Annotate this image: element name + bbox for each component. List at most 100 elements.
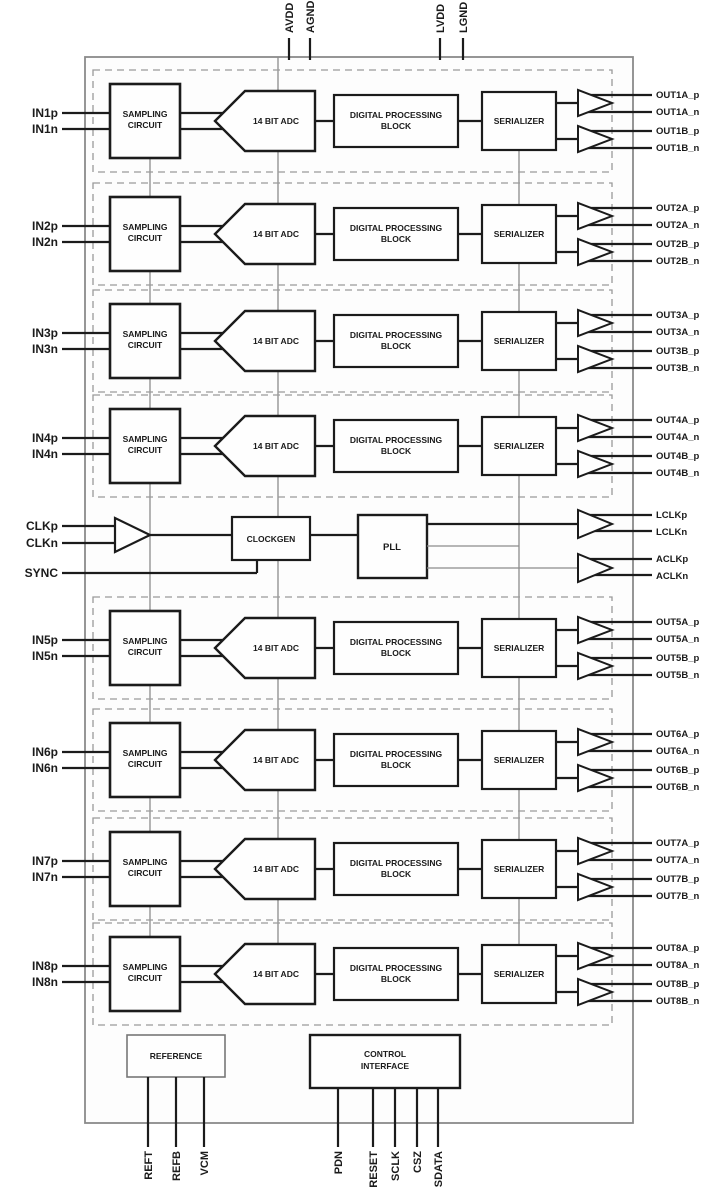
channel-boundary-dashed xyxy=(92,596,613,700)
output-buffer-b-icon xyxy=(577,977,615,1007)
digital-processing-label-line2: BLOCK xyxy=(381,760,412,770)
output-b-n-pin-label: OUT5B_n xyxy=(656,670,699,681)
serializer-block xyxy=(480,617,558,679)
sampling-circuit-label-line1: SAMPLING xyxy=(123,636,168,646)
digital-processing-block xyxy=(332,206,460,262)
clockgen-label: CLOCKGEN xyxy=(247,534,296,544)
adc-label: 14 BIT ADC xyxy=(253,755,299,765)
output-a-p-pin-label: OUT1A_p xyxy=(656,90,699,101)
adc-block xyxy=(213,837,317,901)
output-b-n-pin-label: OUT2B_n xyxy=(656,256,699,267)
adc-block xyxy=(213,309,317,373)
serializer-block xyxy=(480,415,558,477)
adc-block xyxy=(213,616,317,680)
sclk-pin-label: SCLK xyxy=(390,1151,402,1181)
control-interface-label-line1: CONTROL xyxy=(364,1049,406,1059)
channel-row-5: IN5p IN5n OUT5A_p OUT5A_n OUT5B_p OUT5B_n SAMP… xyxy=(32,596,699,700)
bottom-section: REFERENCE REFT REFB VCM CONTROL INTERFAC… xyxy=(126,1033,462,1188)
channel-row-3: IN3p IN3n OUT3A_p OUT3A_n OUT3B_p OUT3B_n SAMP… xyxy=(32,289,699,393)
adc-block xyxy=(213,728,317,792)
sampling-circuit-box xyxy=(108,82,182,160)
serializer-block xyxy=(480,203,558,265)
refb-pin-label: REFB xyxy=(171,1151,183,1181)
digital-processing-block xyxy=(332,93,460,149)
digital-processing-label-line1: DIGITAL PROCESSING xyxy=(350,858,443,868)
output-buffer-b-icon xyxy=(577,124,615,154)
output-buffer-b-icon xyxy=(577,344,615,374)
clock-input-buffer-icon xyxy=(113,516,153,554)
serializer-label: SERIALIZER xyxy=(494,336,545,346)
clockgen-box xyxy=(230,515,312,562)
output-b-p-pin-label: OUT2B_p xyxy=(656,239,699,250)
output-a-p-pin-label: OUT3A_p xyxy=(656,310,699,321)
control-interface-label-line2: INTERFACE xyxy=(361,1061,410,1071)
output-b-p-pin-label: OUT8B_p xyxy=(656,979,699,990)
channel-boundary-dashed xyxy=(92,182,613,286)
output-b-p-pin-label: OUT3B_p xyxy=(656,346,699,357)
adc-label: 14 BIT ADC xyxy=(253,441,299,451)
clkp-pin-label: CLKp xyxy=(26,519,58,533)
output-a-n-pin-label: OUT1A_n xyxy=(656,107,699,118)
agnd-pin-label: AGND xyxy=(305,1,317,33)
output-buffer-b-icon xyxy=(577,449,615,479)
input-p-pin-label: IN6p xyxy=(32,745,58,759)
sdata-pin-label: SDATA xyxy=(433,1151,445,1187)
output-b-n-pin-label: OUT7B_n xyxy=(656,891,699,902)
sampling-circuit-label-line2: CIRCUIT xyxy=(128,340,163,350)
adc-label: 14 BIT ADC xyxy=(253,336,299,346)
digital-processing-label-line1: DIGITAL PROCESSING xyxy=(350,637,443,647)
output-buffer-a-icon xyxy=(577,615,615,645)
channel-row-2: IN2p IN2n OUT2A_p OUT2A_n OUT2B_p OUT2B_n SAMP… xyxy=(32,182,699,286)
lclkn-pin-label: LCLKn xyxy=(656,527,687,538)
input-n-pin-label: IN1n xyxy=(32,122,58,136)
digital-processing-label-line2: BLOCK xyxy=(381,974,412,984)
vcm-pin-label: VCM xyxy=(199,1151,211,1175)
output-buffer-a-icon xyxy=(577,88,615,118)
adc-label: 14 BIT ADC xyxy=(253,116,299,126)
serializer-label: SERIALIZER xyxy=(494,864,545,874)
output-buffer-b-icon xyxy=(577,651,615,681)
lclkp-pin-label: LCLKp xyxy=(656,510,687,521)
sampling-circuit-label-line1: SAMPLING xyxy=(123,434,168,444)
control-interface-box xyxy=(308,1033,462,1090)
output-buffer-a-icon xyxy=(577,836,615,866)
input-p-pin-label: IN3p xyxy=(32,326,58,340)
output-buffer-a-icon xyxy=(577,201,615,231)
output-a-n-pin-label: OUT7A_n xyxy=(656,855,699,866)
channel-row-6: IN6p IN6n OUT6A_p OUT6A_n OUT6B_p OUT6B_n SAMP… xyxy=(32,708,699,812)
adc-label: 14 BIT ADC xyxy=(253,643,299,653)
sampling-circuit-label-line1: SAMPLING xyxy=(123,109,168,119)
sampling-circuit-label-line2: CIRCUIT xyxy=(128,973,163,983)
input-p-pin-label: IN2p xyxy=(32,219,58,233)
sampling-circuit-label-line1: SAMPLING xyxy=(123,222,168,232)
top-pins: AVDD AGND LVDD LGND xyxy=(284,1,470,60)
adc-label: 14 BIT ADC xyxy=(253,229,299,239)
output-a-p-pin-label: OUT8A_p xyxy=(656,943,699,954)
input-p-pin-label: IN7p xyxy=(32,854,58,868)
input-p-pin-label: IN4p xyxy=(32,431,58,445)
input-p-pin-label: IN8p xyxy=(32,959,58,973)
output-a-n-pin-label: OUT5A_n xyxy=(656,634,699,645)
adc-label: 14 BIT ADC xyxy=(253,969,299,979)
output-a-n-pin-label: OUT8A_n xyxy=(656,960,699,971)
output-b-n-pin-label: OUT6B_n xyxy=(656,782,699,793)
output-a-n-pin-label: OUT2A_n xyxy=(656,220,699,231)
reference-box xyxy=(126,1034,226,1078)
sampling-circuit-box xyxy=(108,407,182,485)
input-n-pin-label: IN8n xyxy=(32,975,58,989)
sampling-circuit-label-line2: CIRCUIT xyxy=(128,868,163,878)
digital-processing-label-line1: DIGITAL PROCESSING xyxy=(350,435,443,445)
channel-boundary-dashed xyxy=(92,69,613,173)
output-a-n-pin-label: OUT6A_n xyxy=(656,746,699,757)
digital-processing-block xyxy=(332,732,460,788)
sampling-circuit-label-line1: SAMPLING xyxy=(123,748,168,758)
digital-processing-block xyxy=(332,946,460,1002)
adc-label: 14 BIT ADC xyxy=(253,864,299,874)
output-b-p-pin-label: OUT5B_p xyxy=(656,653,699,664)
pdn-pin-label: PDN xyxy=(333,1151,345,1174)
digital-processing-label-line2: BLOCK xyxy=(381,648,412,658)
serializer-label: SERIALIZER xyxy=(494,441,545,451)
channel-boundary-dashed xyxy=(92,289,613,393)
